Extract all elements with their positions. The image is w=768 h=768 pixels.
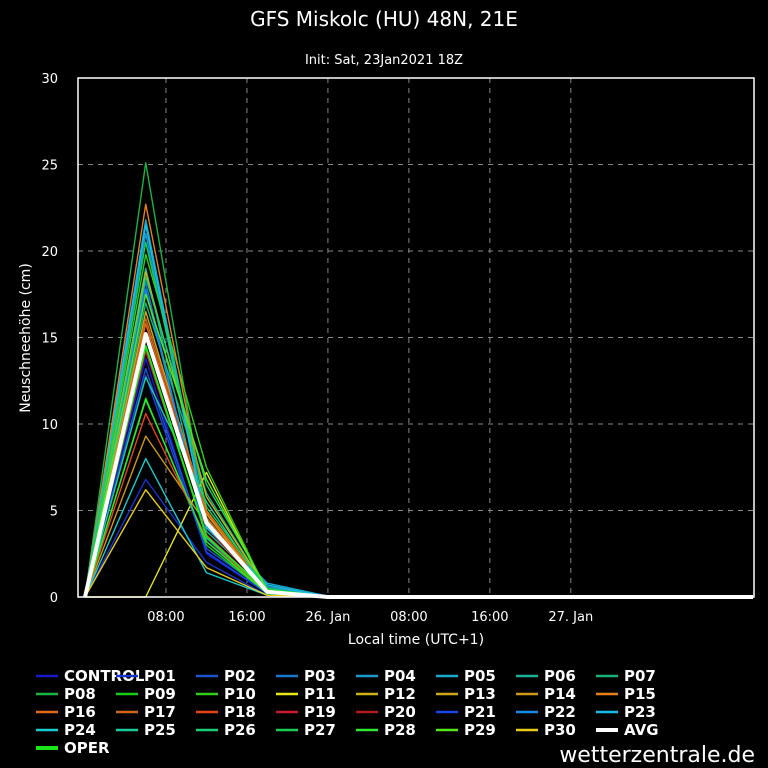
legend-item-control: CONTROL xyxy=(36,667,145,685)
x-axis-ticks: 08:00 16:00 26. Jan 08:00 16:00 27. Jan xyxy=(147,610,593,625)
legend-item-p11: P11 xyxy=(276,685,336,703)
legend-label: P03 xyxy=(304,667,336,685)
x-tick-label: 08:00 xyxy=(390,610,427,625)
legend-item-p17: P17 xyxy=(116,703,176,721)
chart-subtitle: Init: Sat, 23Jan2021 18Z xyxy=(305,53,463,68)
legend-item-p20: P20 xyxy=(356,703,416,721)
legend-item-p26: P26 xyxy=(196,721,256,739)
legend-item-oper: OPER xyxy=(36,739,110,757)
legend-label: P07 xyxy=(624,667,656,685)
y-tick-label: 15 xyxy=(41,332,58,347)
x-tick-label: 26. Jan xyxy=(305,610,350,625)
legend-item-p09: P09 xyxy=(116,685,176,703)
plot-frame xyxy=(77,77,755,598)
legend-label: P15 xyxy=(624,685,656,703)
legend-item-p16: P16 xyxy=(36,703,96,721)
legend-label: P17 xyxy=(144,703,176,721)
legend-label: P20 xyxy=(384,703,416,721)
legend-item-p10: P10 xyxy=(196,685,256,703)
legend-label: P21 xyxy=(464,703,496,721)
legend-label: P22 xyxy=(544,703,576,721)
legend-label: P27 xyxy=(304,721,336,739)
legend-item-p03: P03 xyxy=(276,667,336,685)
legend-label: P10 xyxy=(224,685,256,703)
legend-item-p13: P13 xyxy=(436,685,496,703)
legend-label: P09 xyxy=(144,685,176,703)
y-tick-label: 20 xyxy=(41,245,58,260)
legend-item-p18: P18 xyxy=(196,703,256,721)
x-axis-label: Local time (UTC+1) xyxy=(348,632,484,648)
y-tick-label: 25 xyxy=(41,159,58,174)
legend-item-p02: P02 xyxy=(196,667,256,685)
legend-item-p21: P21 xyxy=(436,703,496,721)
x-tick-label: 16:00 xyxy=(471,610,508,625)
y-tick-label: 10 xyxy=(41,418,58,433)
legend-label: P01 xyxy=(144,667,176,685)
legend-item-p14: P14 xyxy=(516,685,576,703)
legend-item-p04: P04 xyxy=(356,667,416,685)
legend-label: P05 xyxy=(464,667,496,685)
y-tick-label: 5 xyxy=(50,505,58,520)
legend-label: P23 xyxy=(624,703,656,721)
y-axis-label: Neuschneehöhe (cm) xyxy=(18,263,34,413)
brand-watermark: wetterzentrale.de xyxy=(559,743,755,768)
legend-label: P04 xyxy=(384,667,416,685)
legend-label: OPER xyxy=(64,739,110,757)
legend-item-p07: P07 xyxy=(596,667,656,685)
legend-label: P26 xyxy=(224,721,256,739)
legend-label: P14 xyxy=(544,685,576,703)
legend-label: P16 xyxy=(64,703,96,721)
legend-label: P19 xyxy=(304,703,336,721)
legend-item-p12: P12 xyxy=(356,685,416,703)
legend-label: P18 xyxy=(224,703,256,721)
legend-label: P08 xyxy=(64,685,96,703)
legend-item-p22: P22 xyxy=(516,703,576,721)
legend-item-p28: P28 xyxy=(356,721,416,739)
x-tick-label: 16:00 xyxy=(228,610,265,625)
legend-label: P29 xyxy=(464,721,496,739)
legend-label: P11 xyxy=(304,685,336,703)
y-tick-label: 0 xyxy=(50,591,58,606)
legend-item-p24: P24 xyxy=(36,721,96,739)
legend-label: P28 xyxy=(384,721,416,739)
legend-label: P12 xyxy=(384,685,416,703)
legend-item-p19: P19 xyxy=(276,703,336,721)
legend-item-p08: P08 xyxy=(36,685,96,703)
legend: CONTROL P01 P02 P03 P04 P05 P06 P07 P08 P09 P10 P11… xyxy=(36,667,659,757)
legend-item-p30: P30 xyxy=(516,721,576,739)
legend-label: P06 xyxy=(544,667,576,685)
legend-label: P30 xyxy=(544,721,576,739)
legend-item-p29: P29 xyxy=(436,721,496,739)
legend-label: P24 xyxy=(64,721,96,739)
legend-item-p27: P27 xyxy=(276,721,336,739)
legend-item-p23: P23 xyxy=(596,703,656,721)
y-axis-ticks: 0 5 10 15 20 25 30 xyxy=(41,72,58,606)
legend-item-p01: P01 xyxy=(116,667,176,685)
legend-item-avg: AVG xyxy=(596,721,659,739)
legend-label: P13 xyxy=(464,685,496,703)
legend-label: P02 xyxy=(224,667,256,685)
legend-label: CONTROL xyxy=(64,667,145,685)
legend-label: P25 xyxy=(144,721,176,739)
x-tick-label: 08:00 xyxy=(147,610,184,625)
legend-item-p06: P06 xyxy=(516,667,576,685)
y-tick-label: 30 xyxy=(41,72,58,87)
chart-title: GFS Miskolc (HU) 48N, 21E xyxy=(250,7,518,31)
legend-item-p25: P25 xyxy=(116,721,176,739)
legend-item-p15: P15 xyxy=(596,685,656,703)
legend-label: AVG xyxy=(624,721,659,739)
legend-item-p05: P05 xyxy=(436,667,496,685)
x-tick-label: 27. Jan xyxy=(548,610,593,625)
